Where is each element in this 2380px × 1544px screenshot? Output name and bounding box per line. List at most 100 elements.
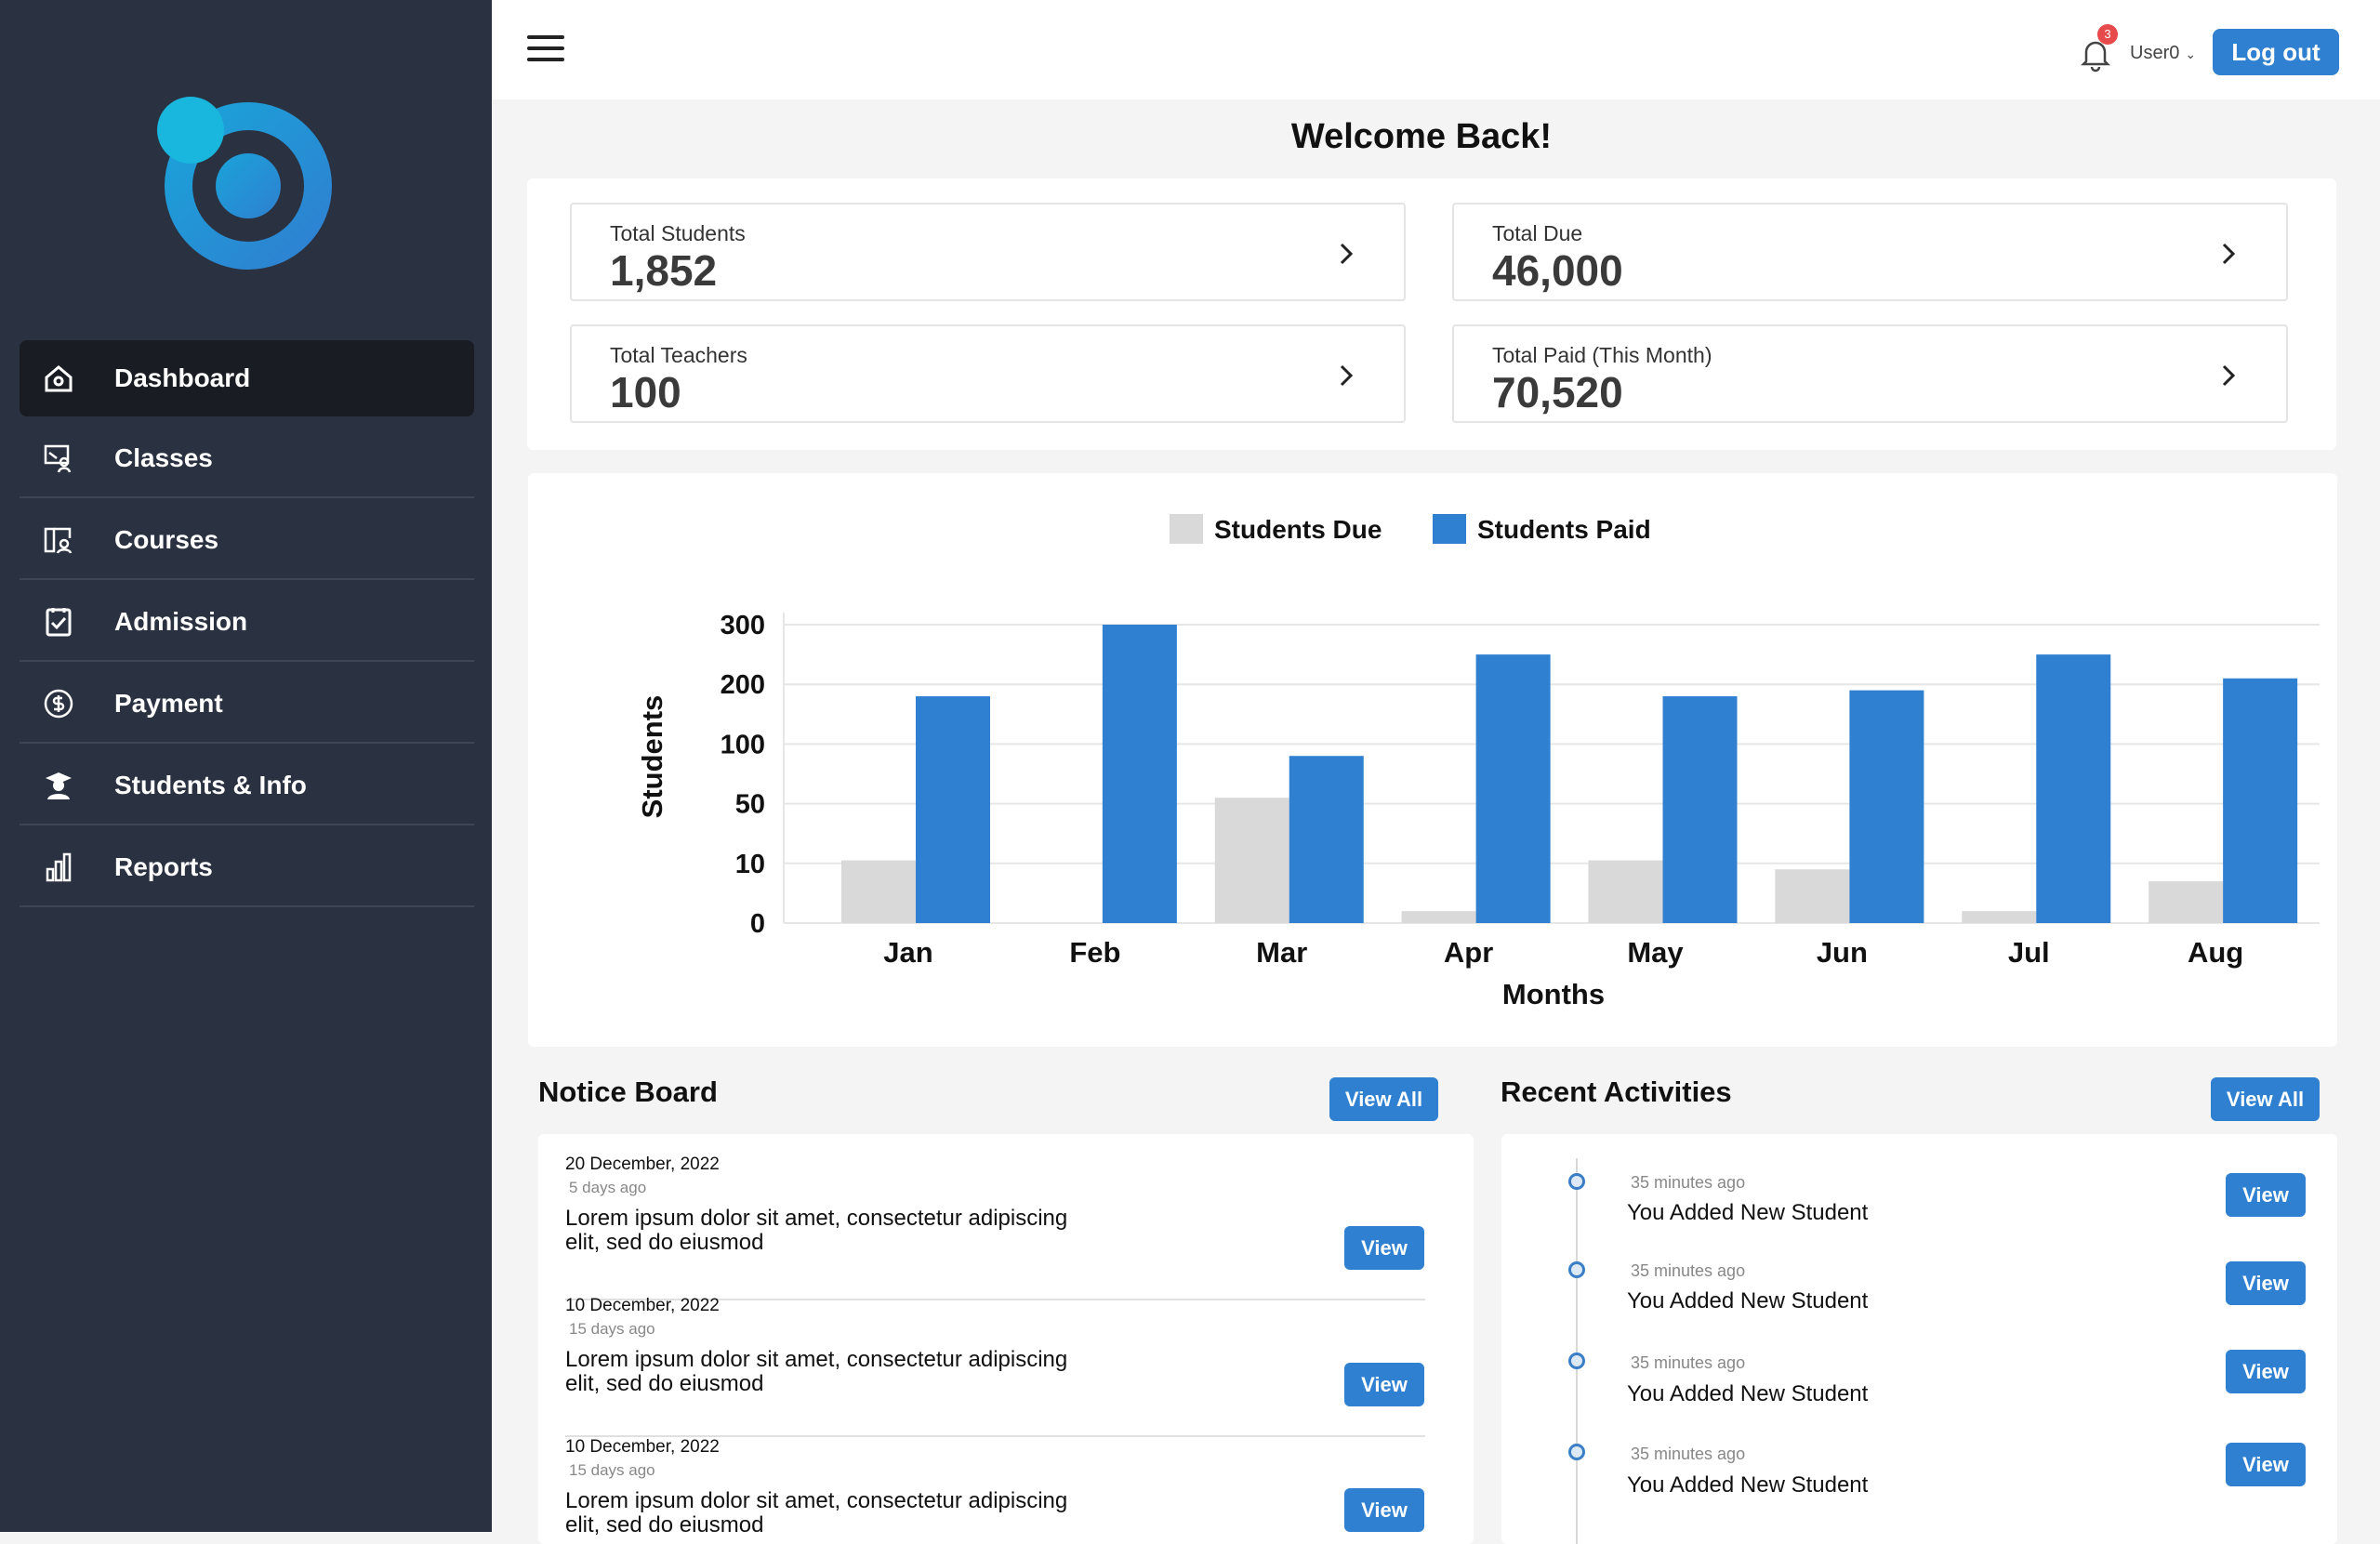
stat-value: 70,520 [1492, 368, 1623, 416]
notice-view-button[interactable]: View [1344, 1488, 1424, 1532]
activities-view-all-button[interactable]: View All [2211, 1077, 2320, 1121]
sidebar-item-label: Courses [114, 525, 219, 554]
stat-value: 100 [610, 368, 681, 416]
x-tick-label: Feb [1069, 936, 1120, 969]
sidebar-item-payment[interactable]: Payment [20, 666, 474, 744]
timeline-line [1576, 1158, 1578, 1544]
stat-card-total-due[interactable]: Total Due 46,000 [1452, 203, 2288, 301]
notice-board-title: Notice Board [538, 1076, 718, 1108]
chevron-right-icon [2222, 243, 2236, 265]
bar-due-jun [1775, 869, 1850, 923]
y-tick-label: 100 [721, 730, 765, 759]
activity-view-button[interactable]: View [2226, 1443, 2306, 1486]
logout-button[interactable]: Log out [2213, 29, 2339, 75]
notice-date: 20 December, 2022 [565, 1155, 720, 1174]
sidebar-item-reports[interactable]: Reports [20, 829, 474, 907]
chevron-down-icon: ⌄ [2185, 46, 2197, 61]
stat-label: Total Due [1492, 221, 1583, 245]
clipboard-check-icon [31, 605, 86, 639]
sidebar-item-admission[interactable]: Admission [20, 584, 474, 662]
x-tick-label: Jan [883, 936, 932, 969]
students-bar-chart: 0 10 50 100 200 300 Jan Feb Mar Apr May Jun Jul Aug Mo… [636, 514, 2320, 1010]
timeline-dot-icon [1568, 1444, 1585, 1460]
bar-paid-jul [2036, 654, 2111, 923]
activity-ago: 35 minutes ago [1631, 1445, 1746, 1463]
list-item: 10 December, 2022 15 days ago Lorem ipsu… [565, 1296, 1425, 1437]
stats-panel: Total Students 1,852 Total Due 46,000 To… [527, 178, 2336, 450]
stat-card-total-paid[interactable]: Total Paid (This Month) 70,520 [1452, 324, 2288, 423]
timeline-dot-icon [1568, 1173, 1585, 1190]
dollar-coin-icon [31, 687, 86, 720]
menu-toggle-icon[interactable] [527, 35, 564, 65]
legend-swatch [1170, 514, 1203, 544]
topbar: 3 User0 ⌄ Log out [492, 0, 2380, 99]
bar-paid-mar [1289, 756, 1364, 923]
bar-paid-aug [2223, 678, 2298, 923]
app-logo [157, 97, 332, 270]
bar-due-jul [1962, 911, 2037, 923]
x-tick-label: Apr [1444, 936, 1493, 969]
notice-text: Lorem ipsum dolor sit amet, consectetur … [565, 1347, 1068, 1396]
list-item: 35 minutes ago You Added New Student Vie… [1501, 1432, 2337, 1506]
stat-label: Total Paid (This Month) [1492, 343, 1712, 367]
x-tick-label: Jul [2008, 936, 2050, 969]
sidebar-nav: Dashboard Classes Courses Admission Paym… [20, 340, 474, 911]
recent-activities-panel: 35 minutes ago You Added New Student Vie… [1501, 1134, 2337, 1544]
divider [565, 1299, 1425, 1300]
sidebar-item-label: Students & Info [114, 771, 307, 799]
sidebar-item-label: Reports [114, 852, 213, 881]
recent-activities-title: Recent Activities [1501, 1076, 1732, 1108]
list-item: 35 minutes ago You Added New Student Vie… [1501, 1250, 2337, 1325]
activity-ago: 35 minutes ago [1631, 1261, 1746, 1280]
y-tick-label: 0 [750, 909, 765, 939]
user-menu[interactable]: User0 ⌄ [2130, 43, 2196, 64]
bell-icon[interactable] [2077, 35, 2114, 73]
notice-ago: 5 days ago [569, 1179, 647, 1196]
chevron-right-icon [2222, 364, 2236, 387]
stat-value: 1,852 [610, 246, 718, 295]
activity-ago: 35 minutes ago [1631, 1173, 1746, 1192]
sidebar-item-courses[interactable]: Courses [20, 502, 474, 580]
x-tick-label: Mar [1256, 936, 1307, 969]
sidebar-item-dashboard[interactable]: Dashboard [20, 340, 474, 416]
notice-board-panel: 20 December, 2022 5 days ago Lorem ipsum… [538, 1134, 1474, 1544]
sidebar: Dashboard Classes Courses Admission Paym… [0, 0, 492, 1532]
bar-paid-apr [1475, 654, 1551, 923]
activity-view-button[interactable]: View [2226, 1350, 2306, 1393]
activity-text: You Added New Student [1627, 1200, 1869, 1225]
bar-chart-icon [31, 851, 86, 884]
stat-card-total-students[interactable]: Total Students 1,852 [570, 203, 1406, 301]
bar-paid-jan [916, 696, 990, 923]
courses-icon [31, 523, 86, 557]
x-tick-label: Jun [1817, 936, 1868, 969]
stat-card-total-teachers[interactable]: Total Teachers 100 [570, 324, 1406, 423]
y-axis-label: Students [636, 695, 668, 819]
sidebar-item-label: Admission [114, 607, 248, 636]
bar-due-aug [2149, 881, 2224, 923]
list-item: 35 minutes ago You Added New Student Vie… [1501, 1340, 2337, 1415]
sidebar-item-label: Dashboard [114, 363, 251, 392]
notice-view-button[interactable]: View [1344, 1226, 1424, 1270]
notice-view-button[interactable]: View [1344, 1363, 1424, 1406]
y-tick-label: 10 [735, 850, 765, 879]
bar-due-jan [841, 860, 916, 923]
x-tick-label: Aug [2188, 936, 2243, 969]
notice-view-all-button[interactable]: View All [1329, 1077, 1438, 1121]
activity-view-button[interactable]: View [2226, 1173, 2306, 1217]
legend-label: Students Paid [1477, 515, 1651, 544]
sidebar-item-classes[interactable]: Classes [20, 420, 474, 498]
activity-view-button[interactable]: View [2226, 1261, 2306, 1305]
notification-badge: 3 [2097, 24, 2118, 45]
activity-ago: 35 minutes ago [1631, 1353, 1746, 1372]
bar-due-mar [1214, 798, 1289, 923]
bar-paid-feb [1102, 625, 1177, 923]
legend-label: Students Due [1214, 515, 1382, 544]
stat-label: Total Teachers [610, 343, 747, 367]
timeline-dot-icon [1568, 1261, 1585, 1278]
notice-text: Lorem ipsum dolor sit amet, consectetur … [565, 1206, 1068, 1255]
sidebar-item-students-info[interactable]: Students & Info [20, 747, 474, 825]
y-tick-label: 50 [735, 790, 765, 820]
bar-paid-jun [1849, 690, 1924, 923]
x-axis-label: Months [1502, 978, 1605, 1010]
home-icon [31, 362, 86, 395]
